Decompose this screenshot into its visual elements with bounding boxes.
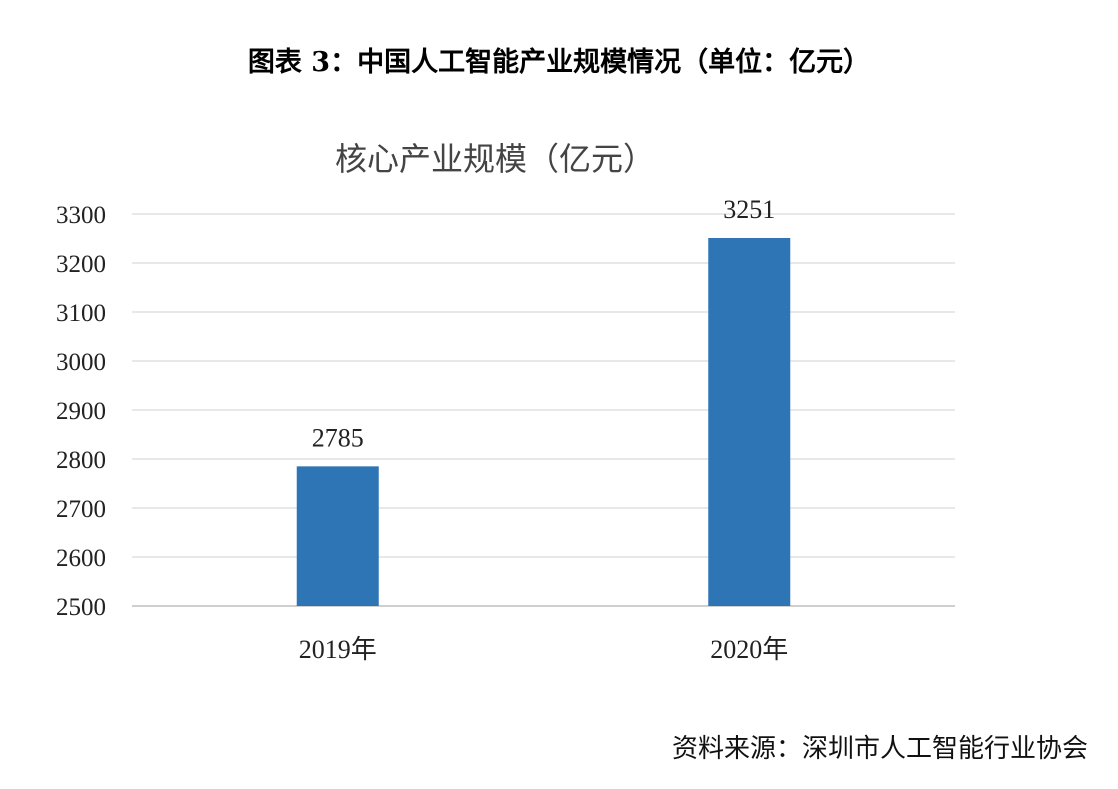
chart-title: 核心产业规模（亿元） <box>335 140 655 178</box>
bar <box>708 238 791 606</box>
x-category-label: 2019年 <box>299 635 377 664</box>
figure-caption: 图表 3：中国人工智能产业规模情况（单位：亿元） <box>247 47 871 78</box>
data-labels: 2785 3251 <box>312 195 776 452</box>
y-tick-label: 2600 <box>56 545 106 572</box>
x-axis-categories: 2019年 2020年 <box>299 635 789 664</box>
y-tick-label: 3200 <box>56 251 106 278</box>
y-tick-label: 2800 <box>56 447 106 474</box>
bars <box>296 238 791 606</box>
y-tick-label: 3000 <box>56 349 106 376</box>
x-category-label: 2020年 <box>710 635 788 664</box>
data-label: 3251 <box>723 195 775 224</box>
source-note: 资料来源：深圳市人工智能行业协会 <box>671 734 1088 764</box>
y-tick-label: 2900 <box>56 398 106 425</box>
y-tick-label: 3300 <box>56 202 106 229</box>
y-axis-ticks: 2500 2600 2700 2800 2900 3000 3100 3200 3300 <box>56 202 106 621</box>
gridlines <box>132 213 955 607</box>
bar <box>296 466 379 606</box>
y-tick-label: 3100 <box>56 300 106 327</box>
data-label: 2785 <box>312 423 364 452</box>
y-tick-label: 2500 <box>56 594 106 621</box>
y-tick-label: 2700 <box>56 496 106 523</box>
